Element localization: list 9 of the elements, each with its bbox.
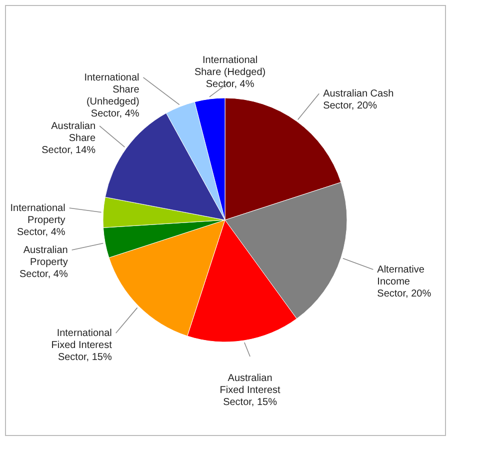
slice-label: Australian Cash Sector, 20% xyxy=(323,88,394,112)
slice-label: Australian Fixed Interest Sector, 15% xyxy=(220,373,281,408)
slice-label: International Share (Unhedged) Sector, 4% xyxy=(84,72,140,120)
slice-label: Australian Property Sector, 4% xyxy=(19,244,68,280)
slice-label: International Share (Hedged) Sector, 4% xyxy=(194,55,266,90)
slice-label: International Property Sector, 4% xyxy=(10,202,66,238)
slice-label: Australian Share Sector, 14% xyxy=(42,120,96,156)
slice-label: International Fixed Interest Sector, 15% xyxy=(51,328,112,364)
slice-label: Alternative Income Sector, 20% xyxy=(377,264,432,300)
